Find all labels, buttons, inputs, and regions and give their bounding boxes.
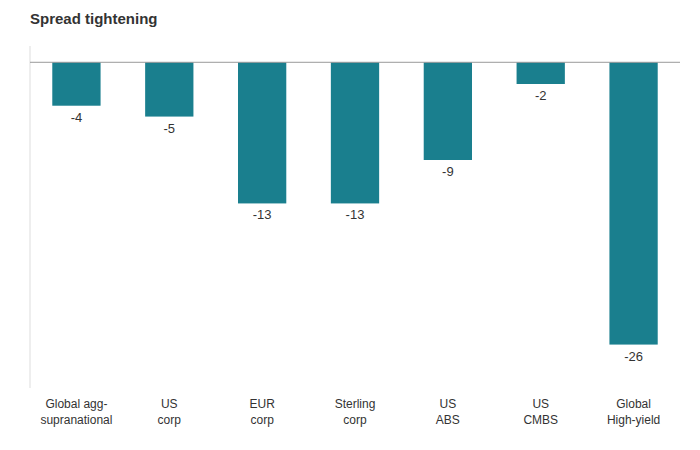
- bar: [609, 62, 657, 344]
- data-label: -2: [535, 88, 547, 103]
- chart-container: Spread tightening -4 -5 -13 -13 -9 -2 -26 Global…: [0, 0, 700, 450]
- bar: [331, 62, 379, 203]
- bar: [145, 62, 193, 116]
- data-label: -5: [164, 121, 176, 136]
- data-label: -13: [253, 207, 272, 222]
- data-label: -13: [346, 207, 365, 222]
- category-label: USABS: [436, 397, 460, 427]
- category-label: Global agg-supranational: [40, 397, 112, 427]
- subtitle: Spread tightening: [30, 10, 158, 27]
- category-label: UScorp: [158, 397, 182, 427]
- category-label: GlobalHigh-yield: [607, 397, 660, 427]
- category-label: EURcorp: [249, 397, 275, 427]
- bar: [238, 62, 286, 203]
- bar: [517, 62, 565, 84]
- data-label: -26: [624, 349, 643, 364]
- bar: [424, 62, 472, 160]
- data-label: -4: [71, 110, 83, 125]
- chart: Spread tightening -4 -5 -13 -13 -9 -2 -26 Global…: [0, 0, 700, 450]
- bars: [52, 62, 657, 344]
- bar: [52, 62, 100, 105]
- y-axis-line: [30, 46, 31, 388]
- category-label: USCMBS: [523, 397, 558, 427]
- category-label: Sterlingcorp: [335, 397, 376, 427]
- baseline: [30, 62, 680, 63]
- data-label: -9: [442, 164, 454, 179]
